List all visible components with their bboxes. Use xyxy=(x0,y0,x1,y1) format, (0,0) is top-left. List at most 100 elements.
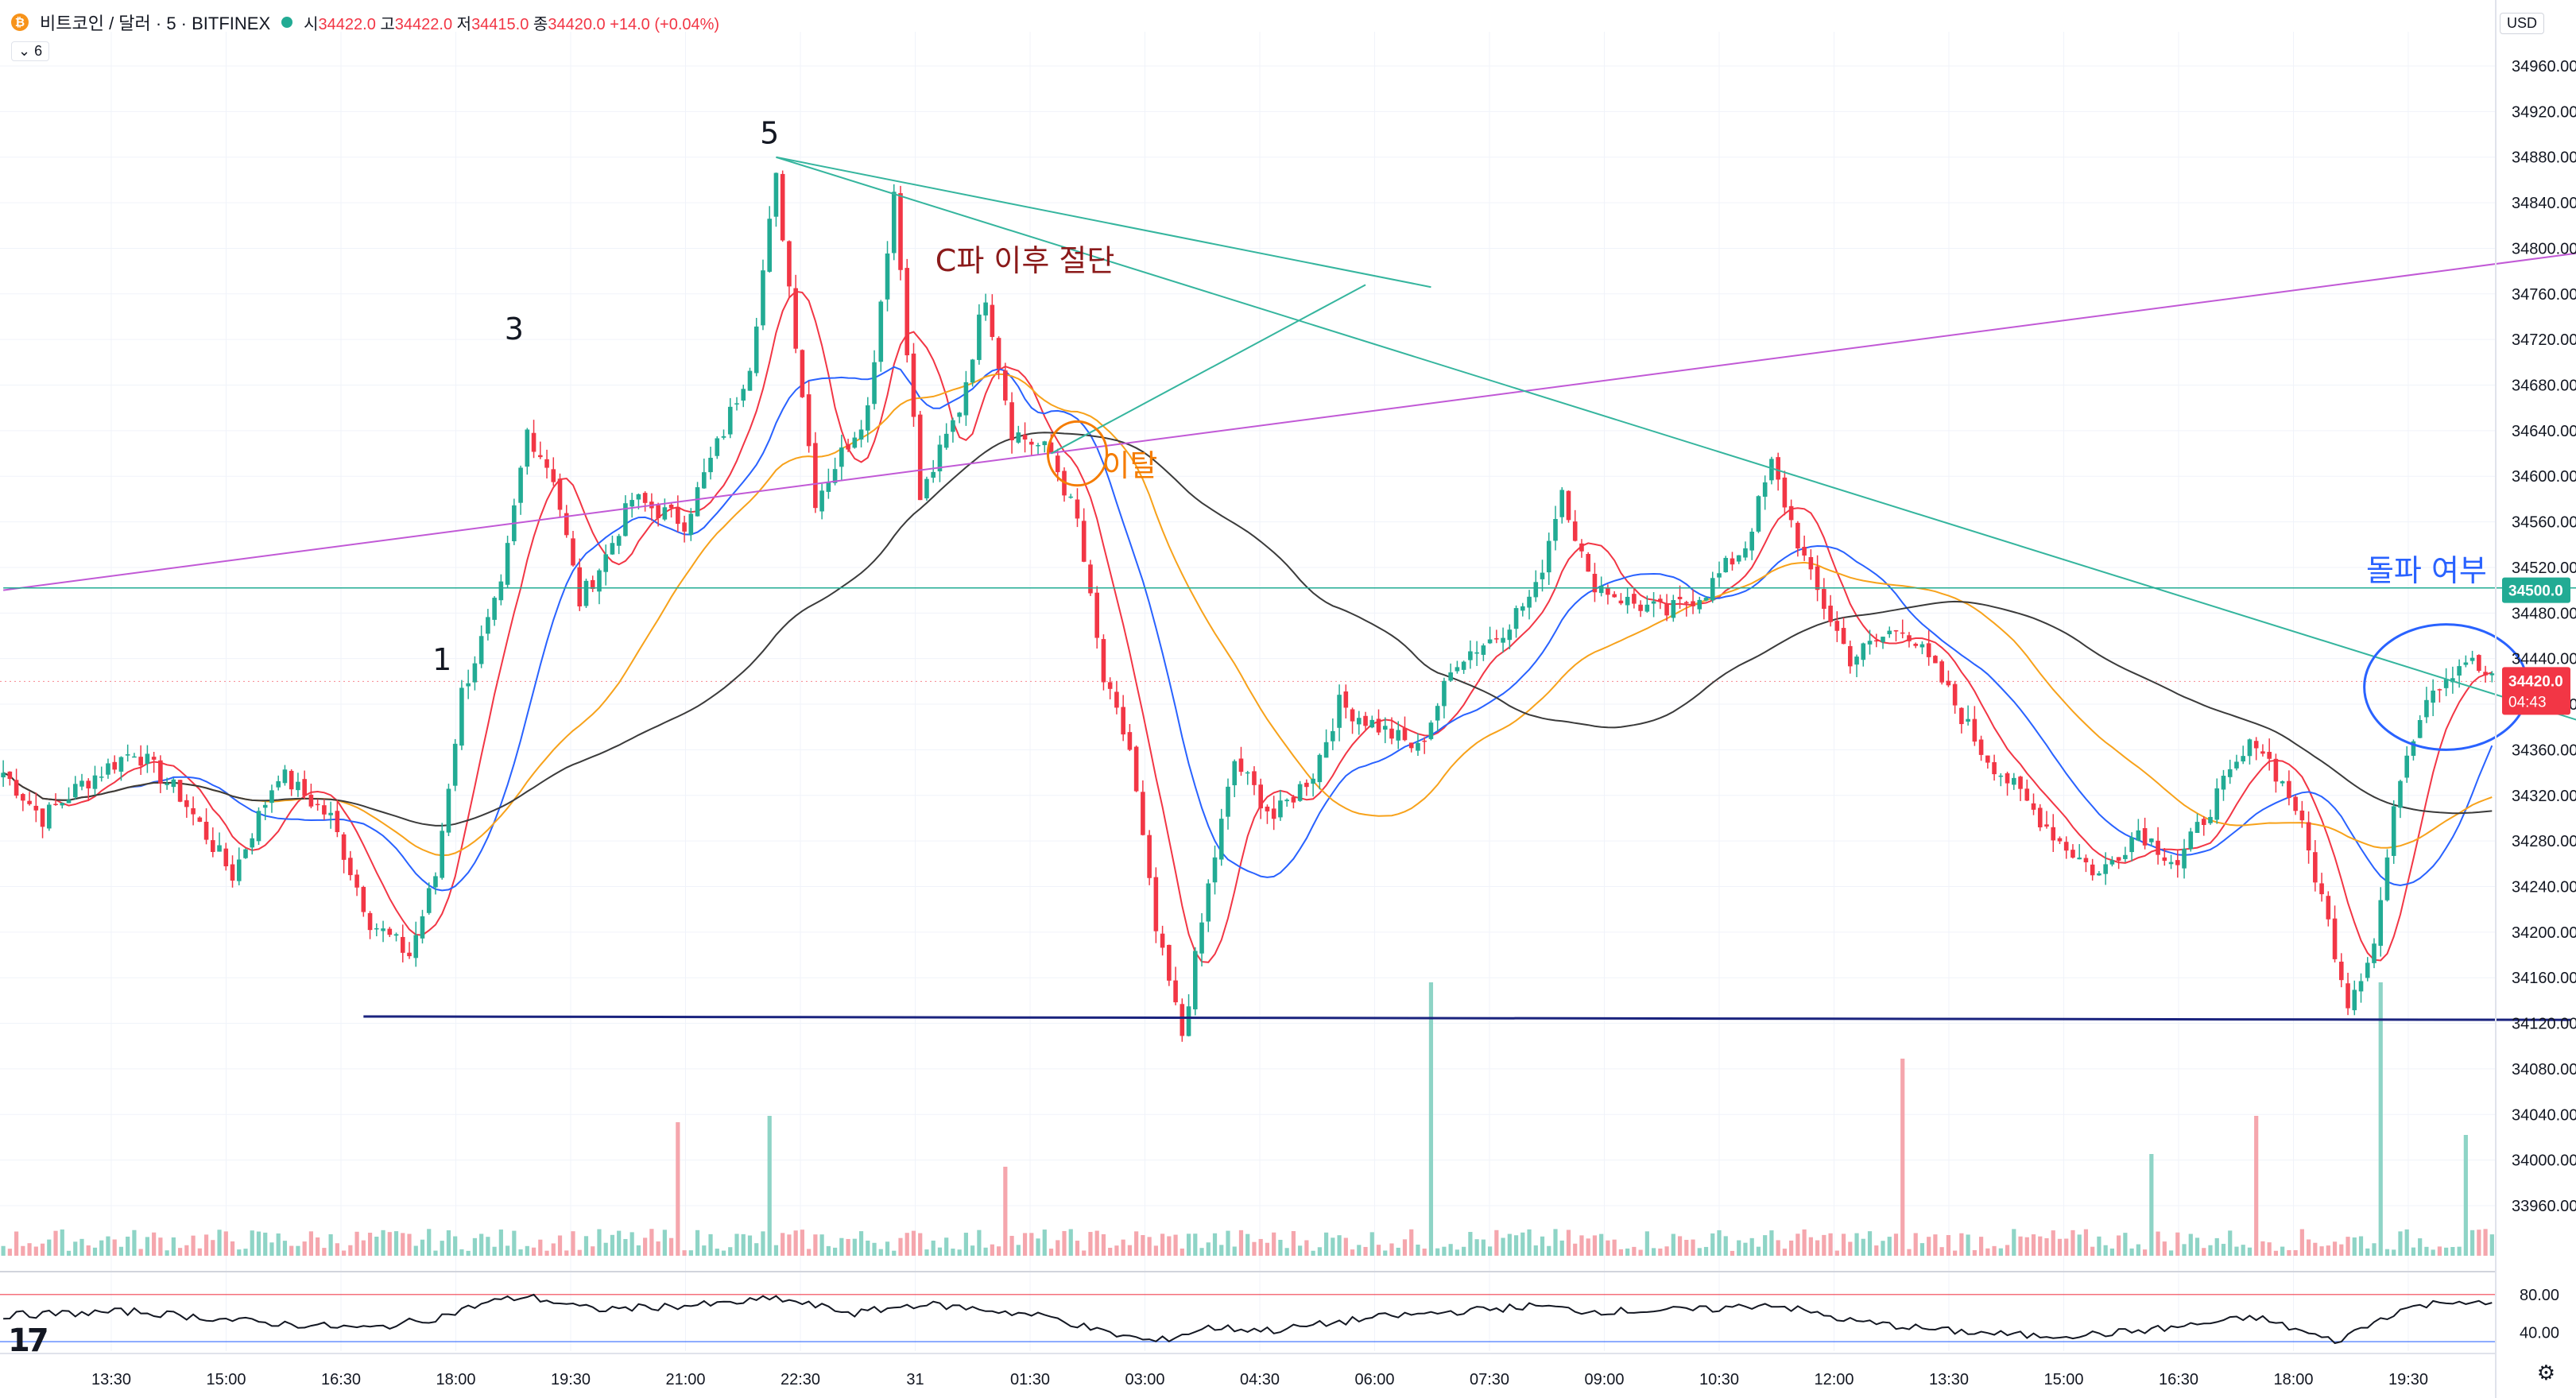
volume-bar xyxy=(1907,1249,1912,1256)
volume-bar xyxy=(328,1233,333,1256)
price-tick-label: 34240.00 xyxy=(2512,878,2576,896)
volume-bar xyxy=(983,1247,988,1256)
candle-body xyxy=(2477,655,2481,672)
candle-body xyxy=(1382,726,1388,730)
gear-icon[interactable]: ⚙ xyxy=(2536,1361,2555,1384)
candle-body xyxy=(2201,819,2206,826)
volume-bar xyxy=(1867,1231,1873,1256)
moving-average-line xyxy=(2,366,2493,892)
trend-line xyxy=(1051,284,1366,455)
rsi-panel[interactable]: 80.00 40.00 xyxy=(0,1271,2559,1345)
volume-bar xyxy=(564,1250,569,1256)
volume-bar xyxy=(1036,1238,1040,1256)
volume-bar xyxy=(47,1239,52,1256)
candle-body xyxy=(1788,505,1794,521)
trend-line xyxy=(776,156,1431,289)
candle-body xyxy=(466,683,471,687)
volume-bar xyxy=(152,1232,157,1256)
volume-bar xyxy=(145,1237,149,1256)
volume-bar xyxy=(2221,1244,2226,1256)
candle-body xyxy=(2234,761,2239,769)
volume-bar xyxy=(1599,1233,1604,1256)
volume-bar xyxy=(839,1237,844,1256)
volume-bar xyxy=(1717,1230,1722,1256)
candle-body xyxy=(1822,589,1826,610)
volume-bar xyxy=(1527,1229,1532,1256)
volume-bar xyxy=(1664,1246,1669,1256)
volume-bar xyxy=(132,1230,137,1256)
volume-bar xyxy=(342,1250,347,1256)
volume-bar xyxy=(1933,1234,1938,1256)
symbol-title[interactable]: 비트코인 / 달러 · 5 · BITFINEX xyxy=(40,14,271,33)
volume-bar xyxy=(1769,1230,1774,1256)
candle-body xyxy=(361,886,366,912)
candle-body xyxy=(1998,775,2004,777)
annotation-label: 3 xyxy=(505,312,524,347)
volume-bar xyxy=(2384,1249,2390,1256)
volume-bar xyxy=(7,1249,12,1256)
candle-body xyxy=(2358,981,2364,992)
volume-bar xyxy=(361,1240,366,1256)
price-axis[interactable]: 34960.00 34920.00 34880.00 34840.00 34800.00… xyxy=(2495,0,2576,1398)
tradingview-logo-icon[interactable]: 𝟭𝟳 xyxy=(8,1323,49,1358)
volume-bar xyxy=(2358,1236,2364,1256)
candle-body xyxy=(2287,780,2291,799)
volume-bar xyxy=(1861,1238,1865,1256)
volume-bar xyxy=(158,1237,163,1256)
candle-body xyxy=(1121,707,1125,735)
candle-body xyxy=(2313,852,2318,883)
candle-body xyxy=(1337,695,1342,728)
candle-body xyxy=(872,362,877,405)
volume-bar xyxy=(2365,1248,2370,1256)
time-tick-label: 18:00 xyxy=(436,1371,475,1388)
volume-bar xyxy=(1979,1237,1984,1256)
candle-body xyxy=(1494,638,1499,640)
candle-body xyxy=(721,436,726,438)
price-tick-label: 34200.00 xyxy=(2512,924,2576,942)
candle-body xyxy=(2443,679,2449,688)
candle-body xyxy=(577,567,583,607)
volume-bar xyxy=(682,1250,687,1256)
candle-body xyxy=(106,763,110,775)
candle-body xyxy=(531,432,537,452)
trend-drawings[interactable] xyxy=(2,156,2576,1021)
candlesticks[interactable] xyxy=(1,170,2495,1042)
volume-bar xyxy=(1369,1232,1374,1256)
volume-bar xyxy=(754,1243,759,1256)
moving-average-line xyxy=(2,373,2493,857)
time-axis[interactable]: 13:30 15:00 16:30 18:00 19:30 21:00 22:30 31 01:… xyxy=(0,1353,2496,1388)
candle-body xyxy=(1278,800,1283,818)
rsi-tick-label: 80.00 xyxy=(2520,1287,2559,1304)
currency-selector[interactable]: USD xyxy=(2499,13,2544,34)
candle-body xyxy=(2051,827,2056,841)
candle-body xyxy=(308,794,314,807)
volume-bar xyxy=(506,1245,510,1256)
candle-body xyxy=(1618,600,1624,604)
price-tick-label: 34080.00 xyxy=(2512,1061,2576,1079)
candle-body xyxy=(623,503,628,536)
candle-body xyxy=(2241,756,2245,762)
trend-line xyxy=(776,156,2576,721)
indicators-toggle[interactable]: ⌄ 6 xyxy=(11,41,50,61)
candle-body xyxy=(1769,459,1774,481)
volume-bar xyxy=(2339,1244,2344,1256)
candle-body xyxy=(125,754,130,756)
volume-bar xyxy=(1652,1248,1656,1256)
candle-body xyxy=(1913,643,1918,646)
candle-body xyxy=(747,370,753,391)
volume-bar xyxy=(898,1237,903,1256)
candle-body xyxy=(1055,455,1060,473)
volume-bar xyxy=(1953,1250,1958,1256)
candle-body xyxy=(2227,769,2233,777)
candle-body xyxy=(1317,754,1323,783)
candle-body xyxy=(387,928,393,935)
high-value: 34422.0 xyxy=(394,15,453,33)
candle-body xyxy=(1795,522,1800,549)
time-tick-label: 10:30 xyxy=(1699,1371,1739,1388)
volume-bar xyxy=(1212,1233,1218,1256)
candle-body xyxy=(486,617,490,634)
volume-bar xyxy=(1874,1245,1879,1256)
candle-body xyxy=(2142,827,2148,846)
volume-bar xyxy=(1606,1240,1610,1256)
